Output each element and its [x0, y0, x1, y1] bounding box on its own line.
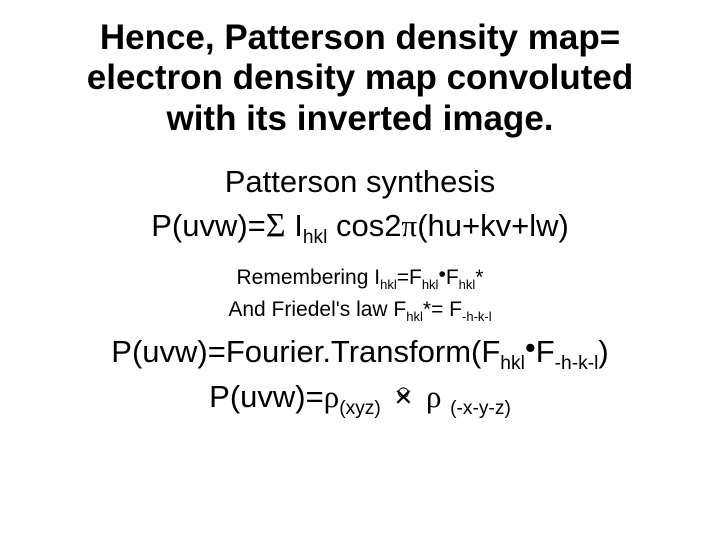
convolution-icon: ×○	[389, 376, 417, 418]
eq2-mhkl: -h-k-l	[555, 353, 599, 374]
eq3-a: P(uvw)=	[209, 379, 324, 414]
eq2-close: )	[598, 334, 608, 369]
note-friedel: And Friedel's law Fhkl*= F-h-k-l	[30, 296, 690, 324]
note1-hkl3: hkl	[459, 277, 476, 292]
patterson-synthesis-label: Patterson synthesis	[30, 163, 690, 202]
note1-star: *	[475, 266, 483, 289]
note1-a: Remembering I	[237, 266, 381, 289]
sigma-icon: Σ	[266, 207, 286, 244]
pi-icon: π	[402, 208, 418, 243]
title-line-2: electron density map convoluted	[87, 58, 634, 97]
rho-icon: ρ	[324, 379, 339, 414]
eq2-F: F	[536, 334, 555, 369]
equation-patterson-sum: P(uvw)=Σ Ihkl cos2π(hu+kv+lw)	[30, 204, 690, 248]
dot-icon-2: •	[525, 330, 536, 365]
eq3-xyz: (xyz)	[339, 399, 381, 420]
eq3-sp	[381, 379, 390, 414]
eq3-sp2	[417, 379, 426, 414]
rho-icon-2: ρ	[426, 379, 441, 414]
equation-convolution: P(uvw)=ρ(xyz) ×○ ρ (-x-y-z)	[30, 376, 690, 418]
note2-mhkl: -h-k-l	[462, 309, 492, 324]
eq2-hkl: hkl	[500, 353, 525, 374]
note2-a: And Friedel's law F	[228, 298, 406, 321]
slide-title: Hence, Patterson density map= electron d…	[30, 18, 690, 139]
dot-icon: •	[438, 263, 445, 286]
eq1-rhs: (hu+kv+lw)	[417, 208, 569, 243]
note2-eq: *= F	[423, 298, 462, 321]
eq1-lhs: P(uvw)=	[151, 208, 266, 243]
title-line-3: with its inverted image.	[166, 99, 553, 138]
note2-hkl: hkl	[406, 309, 423, 324]
note1-hkl2: hkl	[422, 277, 439, 292]
note1-hkl: hkl	[380, 277, 397, 292]
eq1-I: I	[294, 208, 303, 243]
eq1-hkl: hkl	[303, 227, 328, 248]
eq3-sp3	[441, 379, 450, 414]
note1-F2: F	[446, 266, 459, 289]
eq1-cos: cos2	[327, 208, 401, 243]
eq3-mxyz: (-x-y-z)	[450, 399, 511, 420]
note1-eqF: =F	[397, 266, 422, 289]
title-line-1: Hence, Patterson density map=	[100, 18, 620, 57]
eq2-a: P(uvw)=Fourier.Transform(F	[111, 334, 500, 369]
equation-fourier: P(uvw)=Fourier.Transform(Fhkl•F-h-k-l)	[30, 331, 690, 373]
slide: Hence, Patterson density map= electron d…	[0, 0, 720, 540]
note-intensity: Remembering Ihkl=Fhkl•Fhkl*	[30, 264, 690, 292]
eq1-space	[286, 208, 295, 243]
